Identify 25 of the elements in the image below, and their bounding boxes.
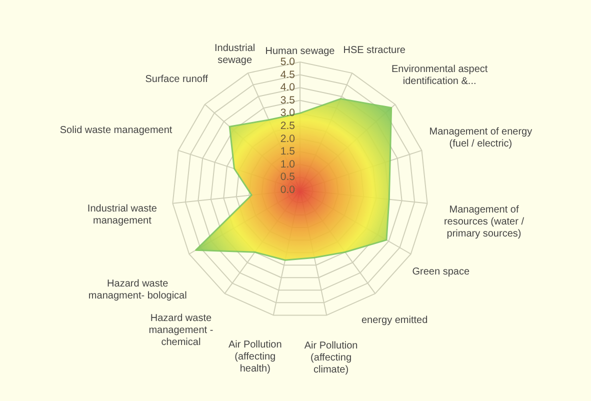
spoke-label: Management of resources (water / primary sources) <box>444 204 524 240</box>
spoke-label: Hazard waste managment- bological <box>88 278 187 302</box>
y-tick-label: 3.5 <box>280 94 296 106</box>
spoke-label: Management of energy (fuel / electric) <box>429 126 532 150</box>
spoke-label: HSE stracture <box>343 44 406 56</box>
y-tick-label: 0.5 <box>280 171 296 184</box>
spoke-label: Solid waste management <box>60 125 172 136</box>
y-tick-label: 1.5 <box>280 146 296 158</box>
y-tick-label: 4.5 <box>280 68 296 81</box>
y-tick-label: 0.0 <box>280 184 296 196</box>
y-tick-label: 1.0 <box>280 158 296 170</box>
y-tick-label: 2.5 <box>280 120 296 132</box>
spoke-label: Industrial waste management <box>87 204 158 227</box>
spoke-label: energy emitted <box>361 315 428 326</box>
y-tick-label: 5.0 <box>280 56 296 68</box>
y-tick-label: 2.0 <box>280 132 296 145</box>
spoke-label: Surface runoff <box>145 74 208 85</box>
spoke-label: Industrial sewage <box>214 42 256 66</box>
spoke-label: Hazard waste management - chemical <box>148 312 214 348</box>
spoke-label: Green space <box>412 266 470 278</box>
spoke-label: Human sewage <box>265 46 336 57</box>
spoke-label: Environmental aspect identification &... <box>391 64 488 87</box>
spoke-label: Air Pollution (affecting health) <box>228 340 282 375</box>
spoke-label: Air Pollution (affecting climate) <box>304 340 358 376</box>
y-tick-label: 4.0 <box>280 82 296 94</box>
